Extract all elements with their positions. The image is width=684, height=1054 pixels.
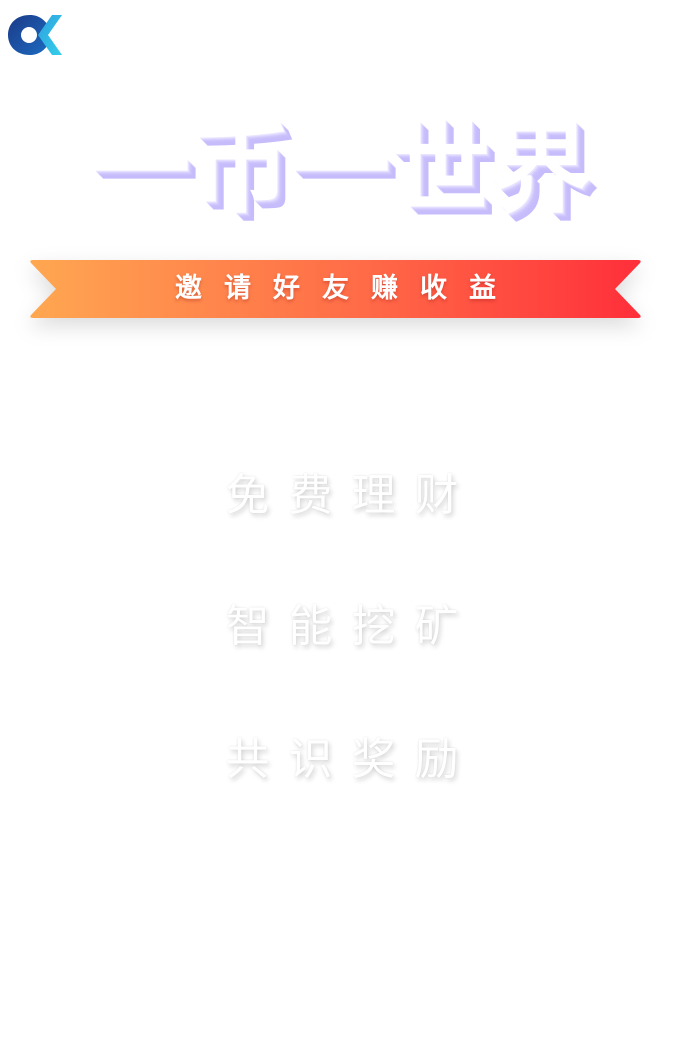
hero-title: 一币一世界 [91,113,592,227]
invite-friends-label[interactable]: 邀请好友赚收益 [175,273,518,304]
feature-free-finance: 免费理财 [225,470,478,521]
feature-smart-mining: 智能挖矿 [225,601,478,652]
invite-ribbon[interactable] [29,258,642,320]
feature-consensus-reward: 共识奖励 [225,734,478,785]
app-logo-icon [8,15,62,55]
